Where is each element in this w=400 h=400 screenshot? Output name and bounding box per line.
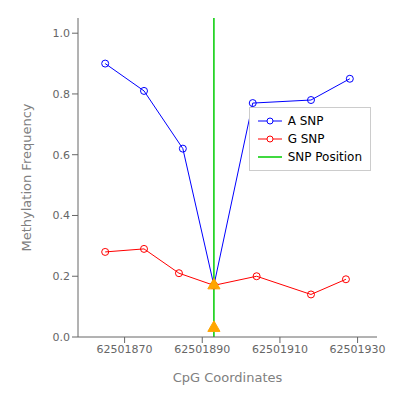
html-text:SNP Position: SNP Position (287, 150, 362, 165)
svg-text:0.4: 0.4 (53, 209, 71, 222)
svg-text:62501910: 62501910 (252, 343, 308, 356)
svg-text:62501870: 62501870 (97, 343, 153, 356)
svg-text:0.8: 0.8 (53, 88, 71, 101)
svg-text:0.0: 0.0 (53, 331, 71, 344)
html-text:A SNP: A SNP (287, 114, 324, 129)
svg-text:0.2: 0.2 (53, 270, 71, 283)
svg-text:62501890: 62501890 (174, 343, 230, 356)
svg-text:CpG Coordinates: CpG Coordinates (173, 370, 283, 385)
svg-text:62501930: 62501930 (330, 343, 386, 356)
svg-text:1.0: 1.0 (53, 27, 71, 40)
svg-text:Methylation Frequency: Methylation Frequency (19, 103, 34, 251)
svg-text:0.6: 0.6 (53, 149, 71, 162)
html-text:G SNP: G SNP (287, 132, 325, 147)
